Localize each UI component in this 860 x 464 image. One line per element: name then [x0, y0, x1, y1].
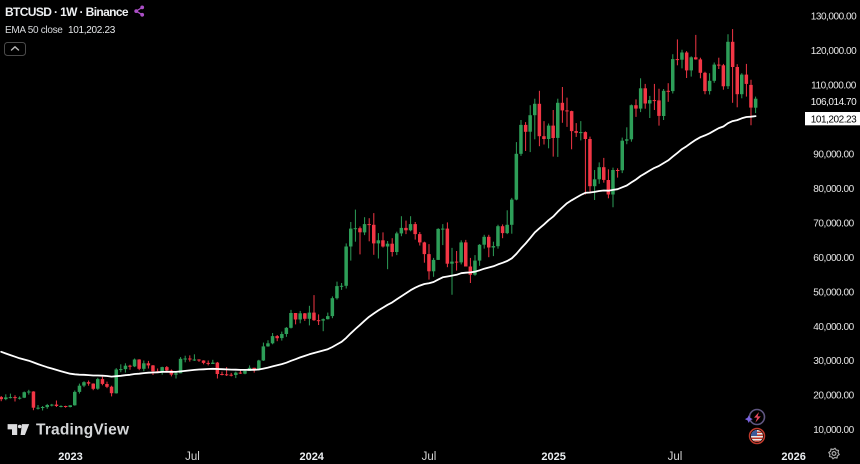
svg-text:60,000.00: 60,000.00: [813, 253, 854, 264]
svg-text:Jul: Jul: [185, 451, 200, 463]
svg-text:10,000.00: 10,000.00: [813, 425, 854, 436]
svg-text:2023: 2023: [58, 451, 82, 463]
svg-text:EMA 50 close: EMA 50 close: [5, 25, 63, 36]
svg-text:2024: 2024: [299, 451, 324, 463]
svg-text:110,000.00: 110,000.00: [811, 81, 857, 92]
svg-text:130,000.00: 130,000.00: [811, 12, 857, 23]
svg-text:Jul: Jul: [668, 451, 683, 463]
svg-text:30,000.00: 30,000.00: [813, 356, 854, 367]
svg-text:50,000.00: 50,000.00: [813, 287, 854, 298]
svg-text:80,000.00: 80,000.00: [813, 184, 854, 195]
svg-text:20,000.00: 20,000.00: [813, 391, 854, 402]
svg-text:40,000.00: 40,000.00: [813, 322, 854, 333]
svg-text:101,202.23: 101,202.23: [68, 25, 116, 36]
svg-text:101,202.23: 101,202.23: [811, 114, 857, 125]
svg-text:106,014.70: 106,014.70: [811, 97, 857, 108]
svg-text:90,000.00: 90,000.00: [813, 150, 854, 161]
svg-text:2026: 2026: [781, 451, 805, 463]
svg-text:TradingView: TradingView: [36, 422, 130, 439]
svg-text:BTCUSD · 1W · Binance: BTCUSD · 1W · Binance: [5, 5, 129, 19]
svg-text:120,000.00: 120,000.00: [811, 46, 857, 57]
svg-text:70,000.00: 70,000.00: [813, 218, 854, 229]
svg-text:Jul: Jul: [422, 451, 437, 463]
svg-text:2025: 2025: [541, 451, 565, 463]
